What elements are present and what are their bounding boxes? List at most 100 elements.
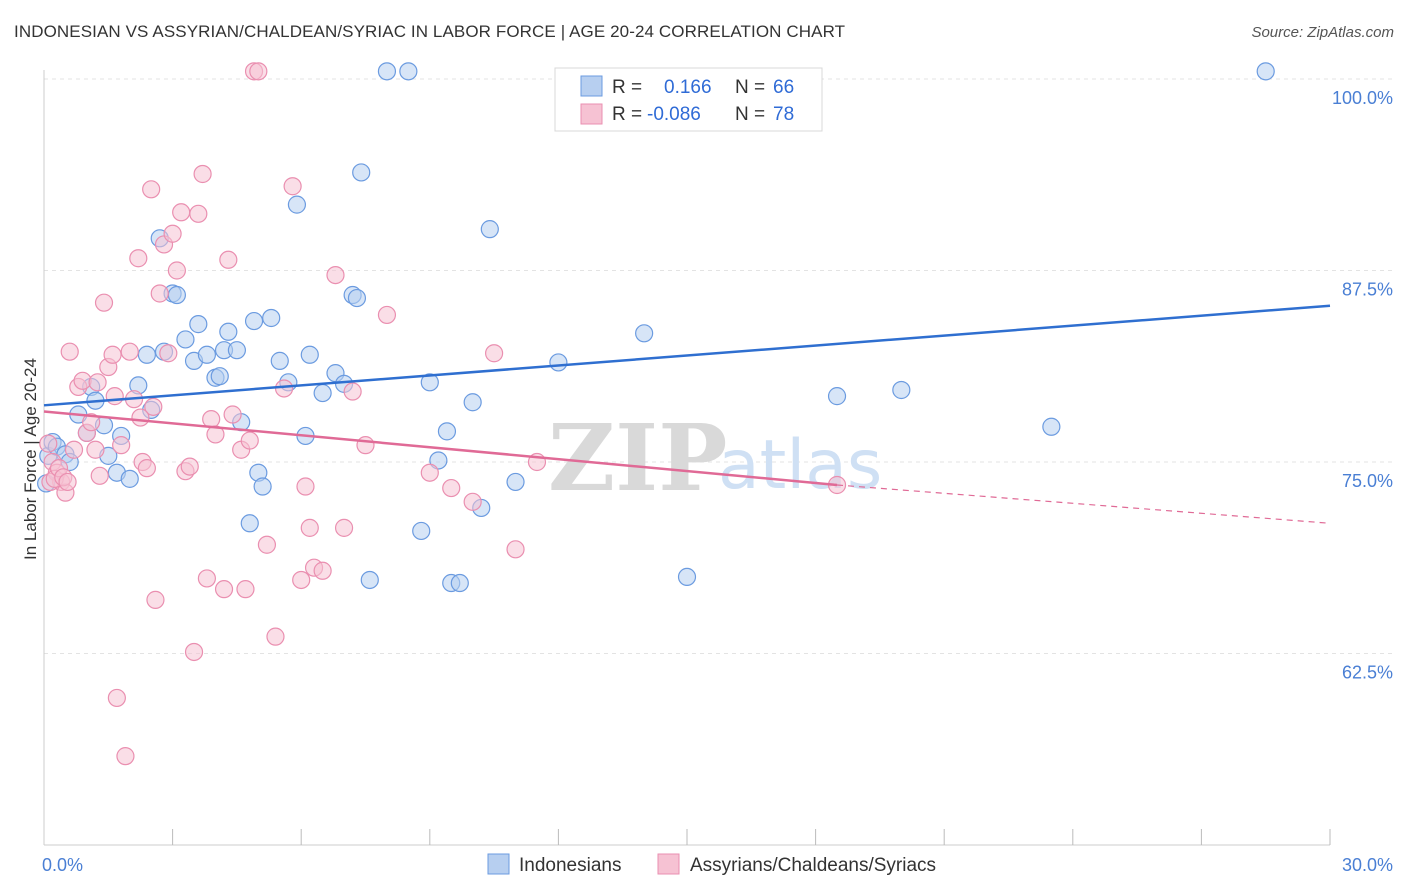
assyrians-point: [103, 345, 122, 364]
assyrians-point: [73, 371, 92, 390]
indonesians-point: [1042, 417, 1061, 436]
y-axis-label: In Labor Force | Age 20-24: [21, 358, 40, 560]
indonesians-point: [677, 567, 697, 587]
assyrians-point: [266, 627, 285, 646]
assyrians-point: [240, 431, 259, 450]
assyrians-point: [257, 535, 277, 554]
assyrians-point: [506, 540, 525, 559]
assyrians-point: [189, 204, 208, 223]
assyrians-point: [107, 688, 126, 708]
indonesians-point: [227, 341, 246, 360]
y-tick-label: 62.5%: [1342, 663, 1393, 683]
assyrians-point: [463, 492, 482, 511]
assyrians-point: [58, 472, 77, 492]
indonesians-point: [549, 353, 568, 372]
indonesians-point: [412, 521, 431, 541]
indonesians-point: [167, 285, 186, 305]
indonesians-point: [420, 373, 439, 392]
indonesians-point: [240, 514, 259, 533]
indonesians-point: [892, 380, 911, 400]
assyrians-trendline: [43, 410, 838, 487]
assyrians-point: [172, 203, 191, 222]
assyrians-point: [163, 224, 182, 243]
assyrians-point: [249, 62, 268, 81]
indonesians-point: [300, 345, 319, 364]
indonesians-point: [120, 469, 139, 488]
assyrians-point: [206, 425, 225, 444]
trend-layer: [43, 304, 1331, 524]
assyrians-point: [146, 590, 165, 609]
assyrians-trendline-extension: [836, 484, 1331, 524]
assyrians-point: [142, 180, 161, 199]
series-legend: Indonesians Assyrians/Chaldeans/Syriacs: [487, 853, 936, 876]
legend-r-label-1: R =: [612, 77, 642, 98]
indonesians-point: [377, 62, 397, 81]
assyrians-point: [485, 344, 504, 363]
indonesians-point: [176, 330, 195, 349]
legend-r-label-2: R =: [612, 104, 642, 125]
indonesians-point: [506, 472, 525, 492]
legend-swatch-blue: [580, 75, 603, 97]
y-tick-label: 100.0%: [1332, 88, 1393, 108]
indonesians-point: [262, 308, 281, 328]
indonesians-point: [287, 195, 307, 214]
indonesians-trendline: [43, 304, 1331, 407]
assyrians-point: [60, 342, 79, 361]
assyrians-point: [334, 518, 354, 537]
x-tick-label: 0.0%: [42, 855, 83, 875]
assyrians-point: [105, 387, 124, 406]
assyrians-point: [159, 344, 178, 363]
assyrians-point: [86, 440, 105, 459]
assyrians-point: [202, 410, 221, 429]
assyrians-point: [137, 459, 156, 478]
indonesians-point: [189, 315, 208, 334]
legend-r-value-2: -0.086: [647, 104, 701, 125]
indonesians-point: [399, 62, 418, 81]
legend-label-indonesians: Indonesians: [519, 855, 621, 876]
legend-label-assyrians: Assyrians/Chaldeans/Syriacs: [690, 855, 936, 876]
indonesians-point: [827, 387, 847, 406]
assyrians-point: [88, 373, 107, 392]
assyrians-point: [292, 570, 311, 590]
assyrians-point: [214, 580, 234, 599]
legend-n-value-1: 66: [773, 77, 794, 98]
assyrians-point: [120, 342, 139, 361]
assyrians-point: [223, 405, 242, 424]
assyrians-point: [274, 379, 294, 398]
assyrians-point: [193, 164, 212, 184]
legend-swatch-assyrians: [657, 853, 680, 875]
assyrians-point: [180, 457, 199, 476]
indonesians-point: [253, 477, 272, 496]
points-layer: [37, 62, 1275, 766]
legend-n-label-2: N =: [735, 104, 765, 125]
y-tick-label: 75.0%: [1342, 471, 1393, 491]
assyrians-point: [283, 177, 302, 196]
assyrians-point: [82, 413, 101, 432]
ticklabels-layer: 100.0% 87.5% 75.0% 62.5% 0.0% 30.0%: [42, 88, 1393, 875]
indonesians-point: [480, 220, 499, 239]
assyrians-point: [420, 463, 439, 482]
assyrians-point: [129, 249, 148, 268]
watermark-zip: ZIP: [548, 404, 727, 512]
indonesians-point: [360, 570, 379, 590]
indonesians-point: [270, 351, 289, 370]
indonesians-point: [137, 345, 156, 364]
grid-layer: [44, 78, 1394, 654]
assyrians-point: [131, 408, 150, 427]
indonesians-point: [244, 311, 264, 331]
assyrians-point: [112, 436, 131, 455]
assyrians-point: [343, 382, 362, 401]
indonesians-point: [635, 324, 654, 343]
assyrians-point: [442, 478, 461, 498]
assyrians-point: [184, 642, 204, 662]
assyrians-point: [296, 477, 315, 496]
x-tick-label: 30.0%: [1342, 855, 1393, 875]
assyrians-point: [150, 284, 169, 303]
chart-title: INDONESIAN VS ASSYRIAN/CHALDEAN/SYRIAC I…: [14, 22, 846, 41]
legend-n-label-1: N =: [735, 77, 765, 98]
assyrians-point: [116, 747, 135, 766]
assyrians-point: [197, 569, 216, 588]
correlation-legend: R = 0.166 N = 66 R = -0.086 N = 78: [554, 67, 823, 132]
assyrians-point: [326, 265, 345, 285]
indonesians-point: [437, 422, 457, 441]
